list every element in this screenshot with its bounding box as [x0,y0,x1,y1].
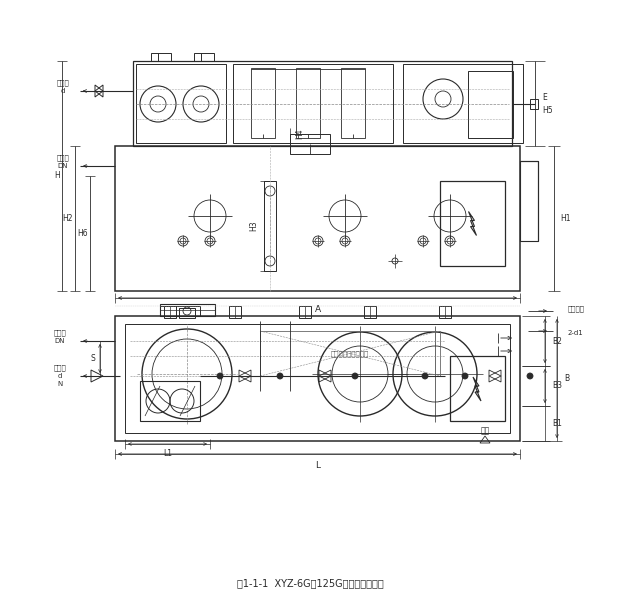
Text: H2: H2 [63,214,73,223]
Bar [229,306,241,318]
Bar [290,134,330,154]
Bar [440,181,505,266]
Circle shape [277,373,283,379]
Text: 图1-1-1  XYZ-6G～125G型稀油站外形图: 图1-1-1 XYZ-6G～125G型稀油站外形图 [237,578,383,588]
Bar [341,68,365,138]
Bar [140,381,200,421]
Text: H3: H3 [249,221,258,231]
Text: 回油口: 回油口 [56,154,69,161]
Text: 排污: 排污 [480,427,490,436]
Circle shape [352,373,358,379]
Bar [233,64,393,143]
Bar [251,68,275,138]
Circle shape [527,373,533,379]
Text: 2-d1: 2-d1 [568,330,584,336]
Text: 回油口: 回油口 [53,330,66,337]
Bar [133,61,512,146]
Bar [160,304,215,316]
Text: d: d [61,88,65,94]
Bar [136,64,226,143]
Bar [264,181,276,271]
Bar [450,356,505,421]
Bar [260,331,440,376]
Circle shape [217,373,223,379]
Bar [151,53,171,61]
Text: B2: B2 [552,337,562,346]
Text: DN: DN [55,338,65,344]
Text: H5: H5 [542,106,552,115]
Bar [125,324,510,433]
Text: L1: L1 [163,448,172,457]
Bar [439,306,451,318]
Text: E: E [542,93,547,102]
Bar [364,306,376,318]
Text: S: S [91,354,95,363]
Bar [115,316,520,441]
Text: B3: B3 [552,382,562,391]
Text: 进出水口: 进出水口 [568,306,585,313]
Bar [164,306,176,318]
Text: N: N [58,381,63,387]
Text: （装仪表盘时位置）: （装仪表盘时位置） [331,350,369,357]
Bar [468,71,513,138]
Text: 供油口: 供油口 [53,365,66,371]
Text: 供油口: 供油口 [56,80,69,87]
Text: H4: H4 [295,129,304,139]
Bar [296,68,320,138]
Bar [530,99,538,109]
Text: B1: B1 [552,419,562,428]
Bar [403,64,523,143]
Bar [179,308,195,318]
Text: DN: DN [58,163,68,169]
Bar [115,146,520,291]
Bar [194,53,214,61]
Circle shape [462,373,468,379]
Bar [299,306,311,318]
Bar [520,161,538,241]
Text: d: d [58,373,62,379]
Text: H1: H1 [560,214,570,223]
Text: B: B [564,374,569,383]
Circle shape [422,373,428,379]
Text: A: A [314,305,321,314]
Text: L: L [315,460,320,469]
Text: H: H [55,171,60,180]
Text: H6: H6 [78,229,88,238]
